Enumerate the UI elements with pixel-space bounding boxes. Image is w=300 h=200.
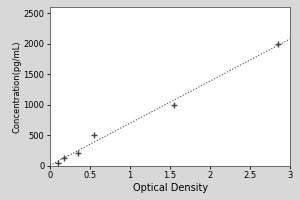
Y-axis label: Concentration(pg/mL): Concentration(pg/mL) [13,40,22,133]
X-axis label: Optical Density: Optical Density [133,183,208,193]
